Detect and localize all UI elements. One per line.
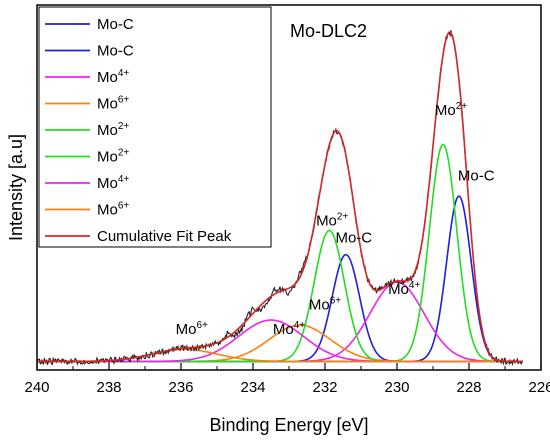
chart-title: Mo-DLC2	[290, 21, 367, 41]
x-axis: 240 238 236 234 232 230 228 226	[24, 363, 550, 396]
x-tick-label-230: 230	[384, 379, 409, 396]
peak-annotation-6: Mo-C	[335, 230, 372, 247]
legend-label-9: Cumulative Fit Peak	[97, 228, 232, 245]
legend-label-1: Mo-C	[97, 16, 134, 33]
x-tick-label-240: 240	[24, 379, 49, 396]
x-tick-label-238: 238	[96, 379, 121, 396]
y-axis-label: Intensity [a.u]	[6, 134, 26, 241]
legend: Mo-CMo-CMo4+Mo6+Mo2+Mo2+Mo4+Mo6+Cumulati…	[38, 6, 272, 248]
x-tick-label-236: 236	[168, 379, 193, 396]
peak-annotation-2: Mo4+	[273, 320, 305, 338]
x-tick-label-226: 226	[528, 379, 550, 396]
peak-annotation-4: Mo4+	[388, 280, 420, 298]
x-tick-label-232: 232	[312, 379, 337, 396]
peak-annotation-5: Mo2+	[316, 211, 348, 229]
cumulative-fit-curve	[37, 31, 523, 363]
peak-annotation-1: Mo6+	[176, 320, 208, 338]
legend-box	[38, 6, 272, 248]
curves-layer	[37, 30, 524, 367]
component-curve-2	[37, 253, 523, 363]
x-tick-label-234: 234	[240, 379, 265, 396]
legend-label-2: Mo-C	[97, 43, 134, 60]
x-axis-label: Binding Energy [eV]	[209, 415, 368, 435]
x-tick-label-228: 228	[456, 379, 481, 396]
peak-annotation-8: Mo-C	[458, 168, 495, 185]
peak-annotation-3: Mo6+	[309, 296, 341, 314]
component-curve-6	[37, 229, 523, 363]
